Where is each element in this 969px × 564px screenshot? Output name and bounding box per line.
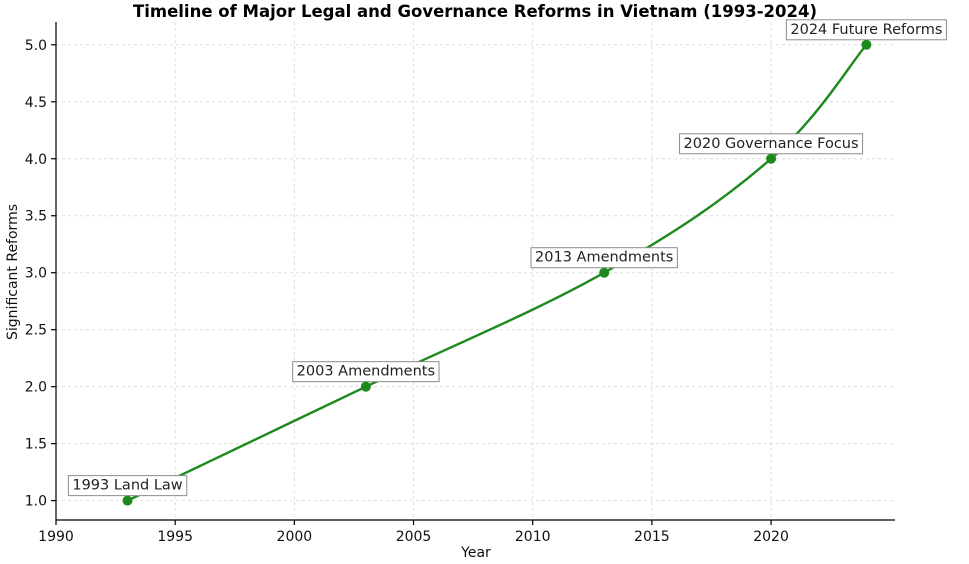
annotation: 2013 Amendments (530, 247, 678, 269)
data-point (766, 153, 777, 164)
y-tick-label: 1.0 (25, 494, 47, 510)
x-tick-label: 2015 (634, 529, 670, 545)
axes: 1990 1995 2000 2005 2010 2015 2020 1.0 1.5 2.0 2.5… (25, 22, 895, 545)
annotation-box (67, 475, 188, 497)
annotation: 2020 Governance Focus (679, 133, 864, 155)
annotation-label: 2024 Future Reforms (790, 22, 942, 38)
y-axis-label: Significant Reforms (5, 204, 21, 340)
annotation: 1993 Land Law (67, 475, 188, 497)
data-point (599, 267, 610, 278)
y-tick-label: 4.5 (25, 95, 47, 111)
y-tick-label: 3.0 (25, 266, 47, 282)
x-axis-label: Year (460, 545, 491, 561)
grid (55, 22, 895, 520)
annotations: 1993 Land Law 2003 Amendments 2013 Amendme… (67, 19, 947, 497)
annotation-label: 2013 Amendments (535, 250, 673, 266)
y-tick-label: 1.5 (25, 437, 47, 453)
x-tick-label: 2005 (396, 529, 432, 545)
x-tick-label: 1995 (157, 529, 193, 545)
data-point (122, 495, 133, 506)
y-tick-label: 4.0 (25, 152, 47, 168)
annotation: 2003 Amendments (292, 361, 440, 383)
x-tick-label: 2020 (753, 529, 789, 545)
y-tick-label: 3.5 (25, 209, 47, 225)
chart-title: Timeline of Major Legal and Governance R… (133, 2, 817, 21)
data-point (360, 381, 371, 392)
data-points (122, 39, 872, 506)
y-tick-label: 5.0 (25, 38, 47, 54)
y-tick-label: 2.0 (25, 380, 47, 396)
annotation-label: 2020 Governance Focus (684, 136, 859, 152)
x-tick-label: 2010 (515, 529, 551, 545)
x-tick-label: 2000 (277, 529, 313, 545)
annotation-label: 1993 Land Law (72, 478, 182, 494)
y-tick-label: 2.5 (25, 323, 47, 339)
data-point (861, 39, 872, 50)
annotation-label: 2003 Amendments (297, 364, 435, 380)
x-tick-label: 1990 (38, 529, 74, 545)
annotation: 2024 Future Reforms (785, 19, 947, 41)
